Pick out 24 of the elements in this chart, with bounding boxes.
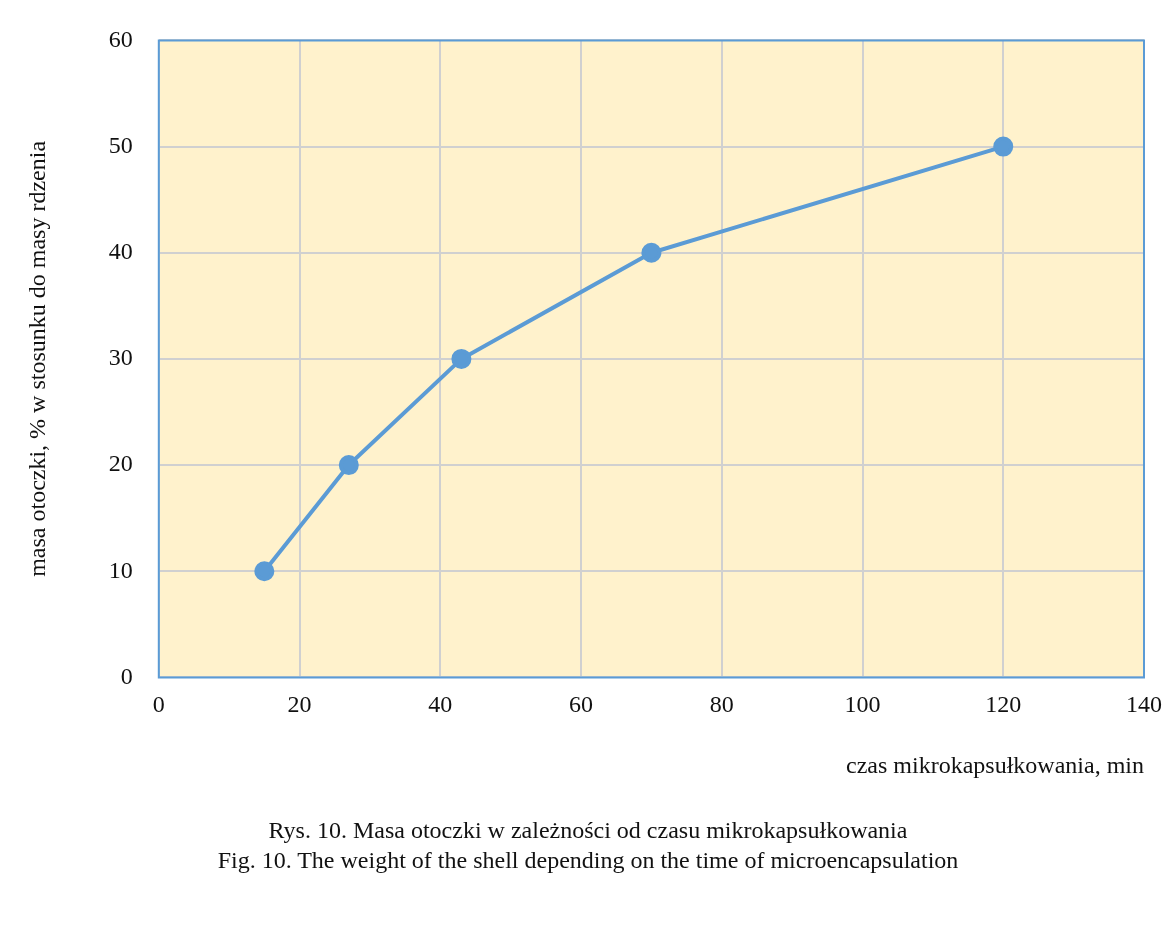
y-axis-title: masa otoczki, % w stosunku do masy rdzenia (23, 140, 50, 577)
y-tick-label: 0 (120, 662, 133, 689)
x-tick-label: 100 (844, 691, 881, 718)
y-tick-label: 10 (108, 556, 133, 583)
point (254, 561, 275, 582)
x-tick-label: 80 (709, 691, 734, 718)
point (338, 455, 359, 476)
x-tick-label: 40 (428, 691, 453, 718)
x-tick-label: 20 (287, 691, 312, 718)
x-tick-label: 140 (1126, 691, 1162, 718)
x-tick-label: 0 (152, 691, 165, 718)
text: Rys. 10. Masa otoczki w zależności od czasu mikrokapsułkowania (267, 816, 909, 845)
y-tick-label: 60 (108, 25, 133, 52)
point (451, 348, 472, 369)
x-axis-title: czas mikrokapsułkowania, min (846, 751, 1144, 778)
y-tick-label: 50 (108, 131, 133, 158)
x-tick-label: 60 (569, 691, 594, 718)
y-tick-label: 40 (108, 238, 133, 265)
point (641, 242, 662, 263)
x-tick-label: 120 (985, 691, 1022, 718)
y-tick-label: 20 (108, 450, 133, 477)
caption: Fig. 10. The weight of the shell depending on the time of microencapsulation (216, 846, 960, 875)
point (993, 136, 1014, 157)
y-tick-label: 30 (108, 344, 133, 371)
